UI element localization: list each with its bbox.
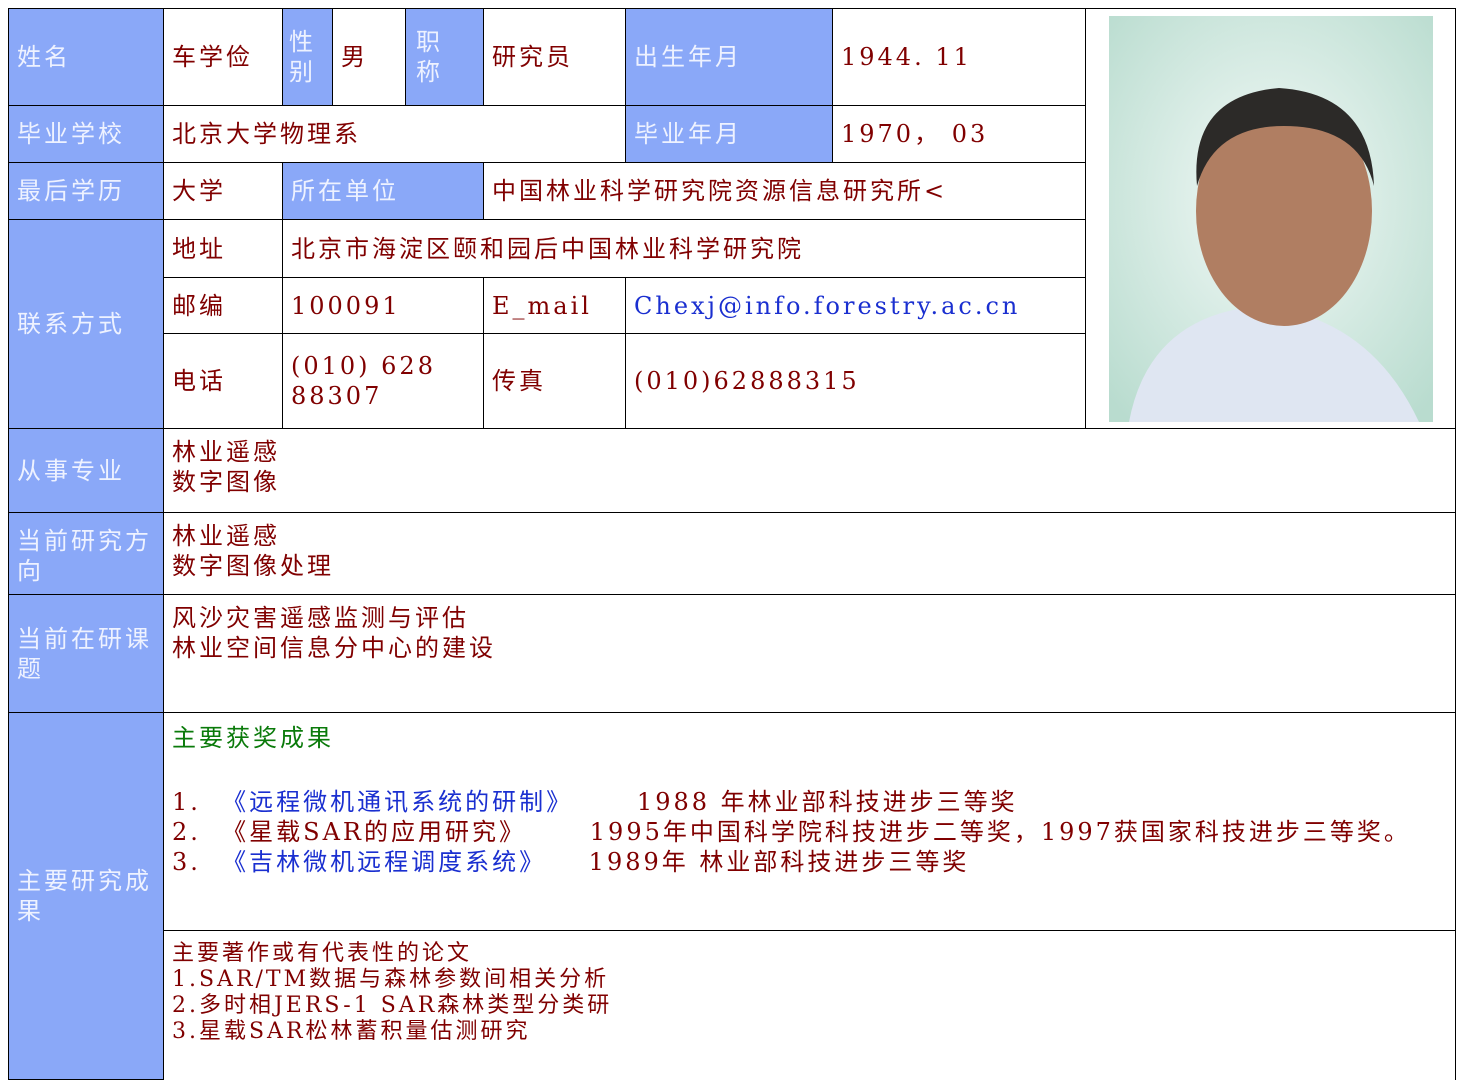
num: 1. bbox=[172, 788, 223, 816]
label-cell: 主要研究成果 bbox=[8, 712, 164, 1080]
paper: 1.SAR/TM数据与森林参数间相关分析 bbox=[172, 967, 610, 992]
value-cell: 100091 bbox=[282, 277, 484, 334]
value-cell: (010) 62888307 bbox=[282, 333, 484, 429]
award-title: 《星载SAR的应用研究》 bbox=[222, 818, 526, 846]
line: 林业遥感 bbox=[172, 438, 280, 466]
value-cell: 1944. 11 bbox=[832, 8, 1086, 106]
label-cell: 出生年月 bbox=[625, 8, 833, 106]
award: 3. 《吉林微机远程调度系统》 1989年 林业部科技进步三等奖 bbox=[172, 847, 969, 877]
content-cell: 林业遥感 数字图像 bbox=[163, 428, 1456, 513]
award: 1. 《远程微机通讯系统的研制》 1988 年林业部科技进步三等奖 bbox=[172, 787, 1018, 817]
phone: (010) 62888307 bbox=[291, 352, 436, 410]
value-cell: 邮编 bbox=[163, 277, 283, 334]
awards-heading: 主要获奖成果 bbox=[172, 724, 334, 752]
label-cell: 毕业年月 bbox=[625, 105, 833, 163]
label-cell: 联系方式 bbox=[8, 219, 164, 429]
award-detail: 1988 年林业部科技进步三等奖 bbox=[573, 788, 1018, 816]
papers-heading: 主要著作或有代表性的论文 bbox=[172, 941, 473, 966]
value-cell: (010)62888315 bbox=[625, 333, 1086, 429]
award-detail: 1995年中国科学院科技进步二等奖，1997获国家科技进步三等奖。 bbox=[526, 818, 1411, 846]
value-cell: 电话 bbox=[163, 333, 283, 429]
email-link[interactable]: Chexj@info.forestry.ac.cn bbox=[625, 277, 1086, 334]
label-cell: 所在单位 bbox=[282, 162, 484, 220]
value-cell: 北京大学物理系 bbox=[163, 105, 626, 163]
content-cell: 风沙灾害遥感监测与评估 林业空间信息分中心的建设 bbox=[163, 594, 1456, 713]
num: 3. bbox=[172, 848, 223, 876]
label-cell: 姓名 bbox=[8, 8, 164, 106]
value-cell: 中国林业科学研究院资源信息研究所< bbox=[483, 162, 1086, 220]
value-cell: 传真 bbox=[483, 333, 626, 429]
label-cell: 从事专业 bbox=[8, 428, 164, 513]
label-cell: 职称 bbox=[405, 8, 484, 106]
award-title: 《远程微机通讯系统的研制》 bbox=[222, 788, 574, 816]
label-text: 职称 bbox=[416, 28, 443, 86]
line: 数字图像 bbox=[172, 468, 280, 496]
photo-cell bbox=[1085, 8, 1456, 429]
value-cell: 车学俭 bbox=[163, 8, 283, 106]
label-cell: 当前在研课题 bbox=[8, 594, 164, 713]
photo bbox=[1108, 15, 1433, 422]
value-cell: 大学 bbox=[163, 162, 283, 220]
label-cell: 毕业学校 bbox=[8, 105, 164, 163]
awards-cell: 主要获奖成果 1. 《远程微机通讯系统的研制》 1988 年林业部科技进步三等奖… bbox=[163, 712, 1456, 931]
papers-cell: 主要著作或有代表性的论文 1.SAR/TM数据与森林参数间相关分析 2.多时相J… bbox=[163, 930, 1456, 1080]
line: 风沙灾害遥感监测与评估 bbox=[172, 604, 469, 632]
award-title: 《吉林微机远程调度系统》 bbox=[222, 848, 547, 876]
line: 林业空间信息分中心的建设 bbox=[172, 634, 496, 662]
line: 林业遥感 bbox=[172, 522, 280, 550]
value-cell: 北京市海淀区颐和园后中国林业科学研究院 bbox=[282, 219, 1086, 278]
award-detail: 1989年 林业部科技进步三等奖 bbox=[546, 848, 970, 876]
label-cell: 最后学历 bbox=[8, 162, 164, 220]
value-cell: 1970， 03 bbox=[832, 105, 1086, 163]
value-cell: E_mail bbox=[483, 277, 626, 334]
paper: 3.星载SAR松林蓄积量估测研究 bbox=[172, 1019, 531, 1044]
label-cell: 当前研究方向 bbox=[8, 512, 164, 595]
label-cell: 性别 bbox=[282, 8, 333, 106]
award: 2. 《星载SAR的应用研究》 1995年中国科学院科技进步二等奖，1997获国… bbox=[172, 817, 1411, 847]
content-cell: 林业遥感 数字图像处理 bbox=[163, 512, 1456, 595]
num: 2. bbox=[172, 818, 223, 846]
value-cell: 地址 bbox=[163, 219, 283, 278]
value-cell: 男 bbox=[332, 8, 406, 106]
value-cell: 研究员 bbox=[483, 8, 626, 106]
line: 数字图像处理 bbox=[172, 552, 334, 580]
paper: 2.多时相JERS-1 SAR森林类型分类研 bbox=[172, 993, 613, 1018]
